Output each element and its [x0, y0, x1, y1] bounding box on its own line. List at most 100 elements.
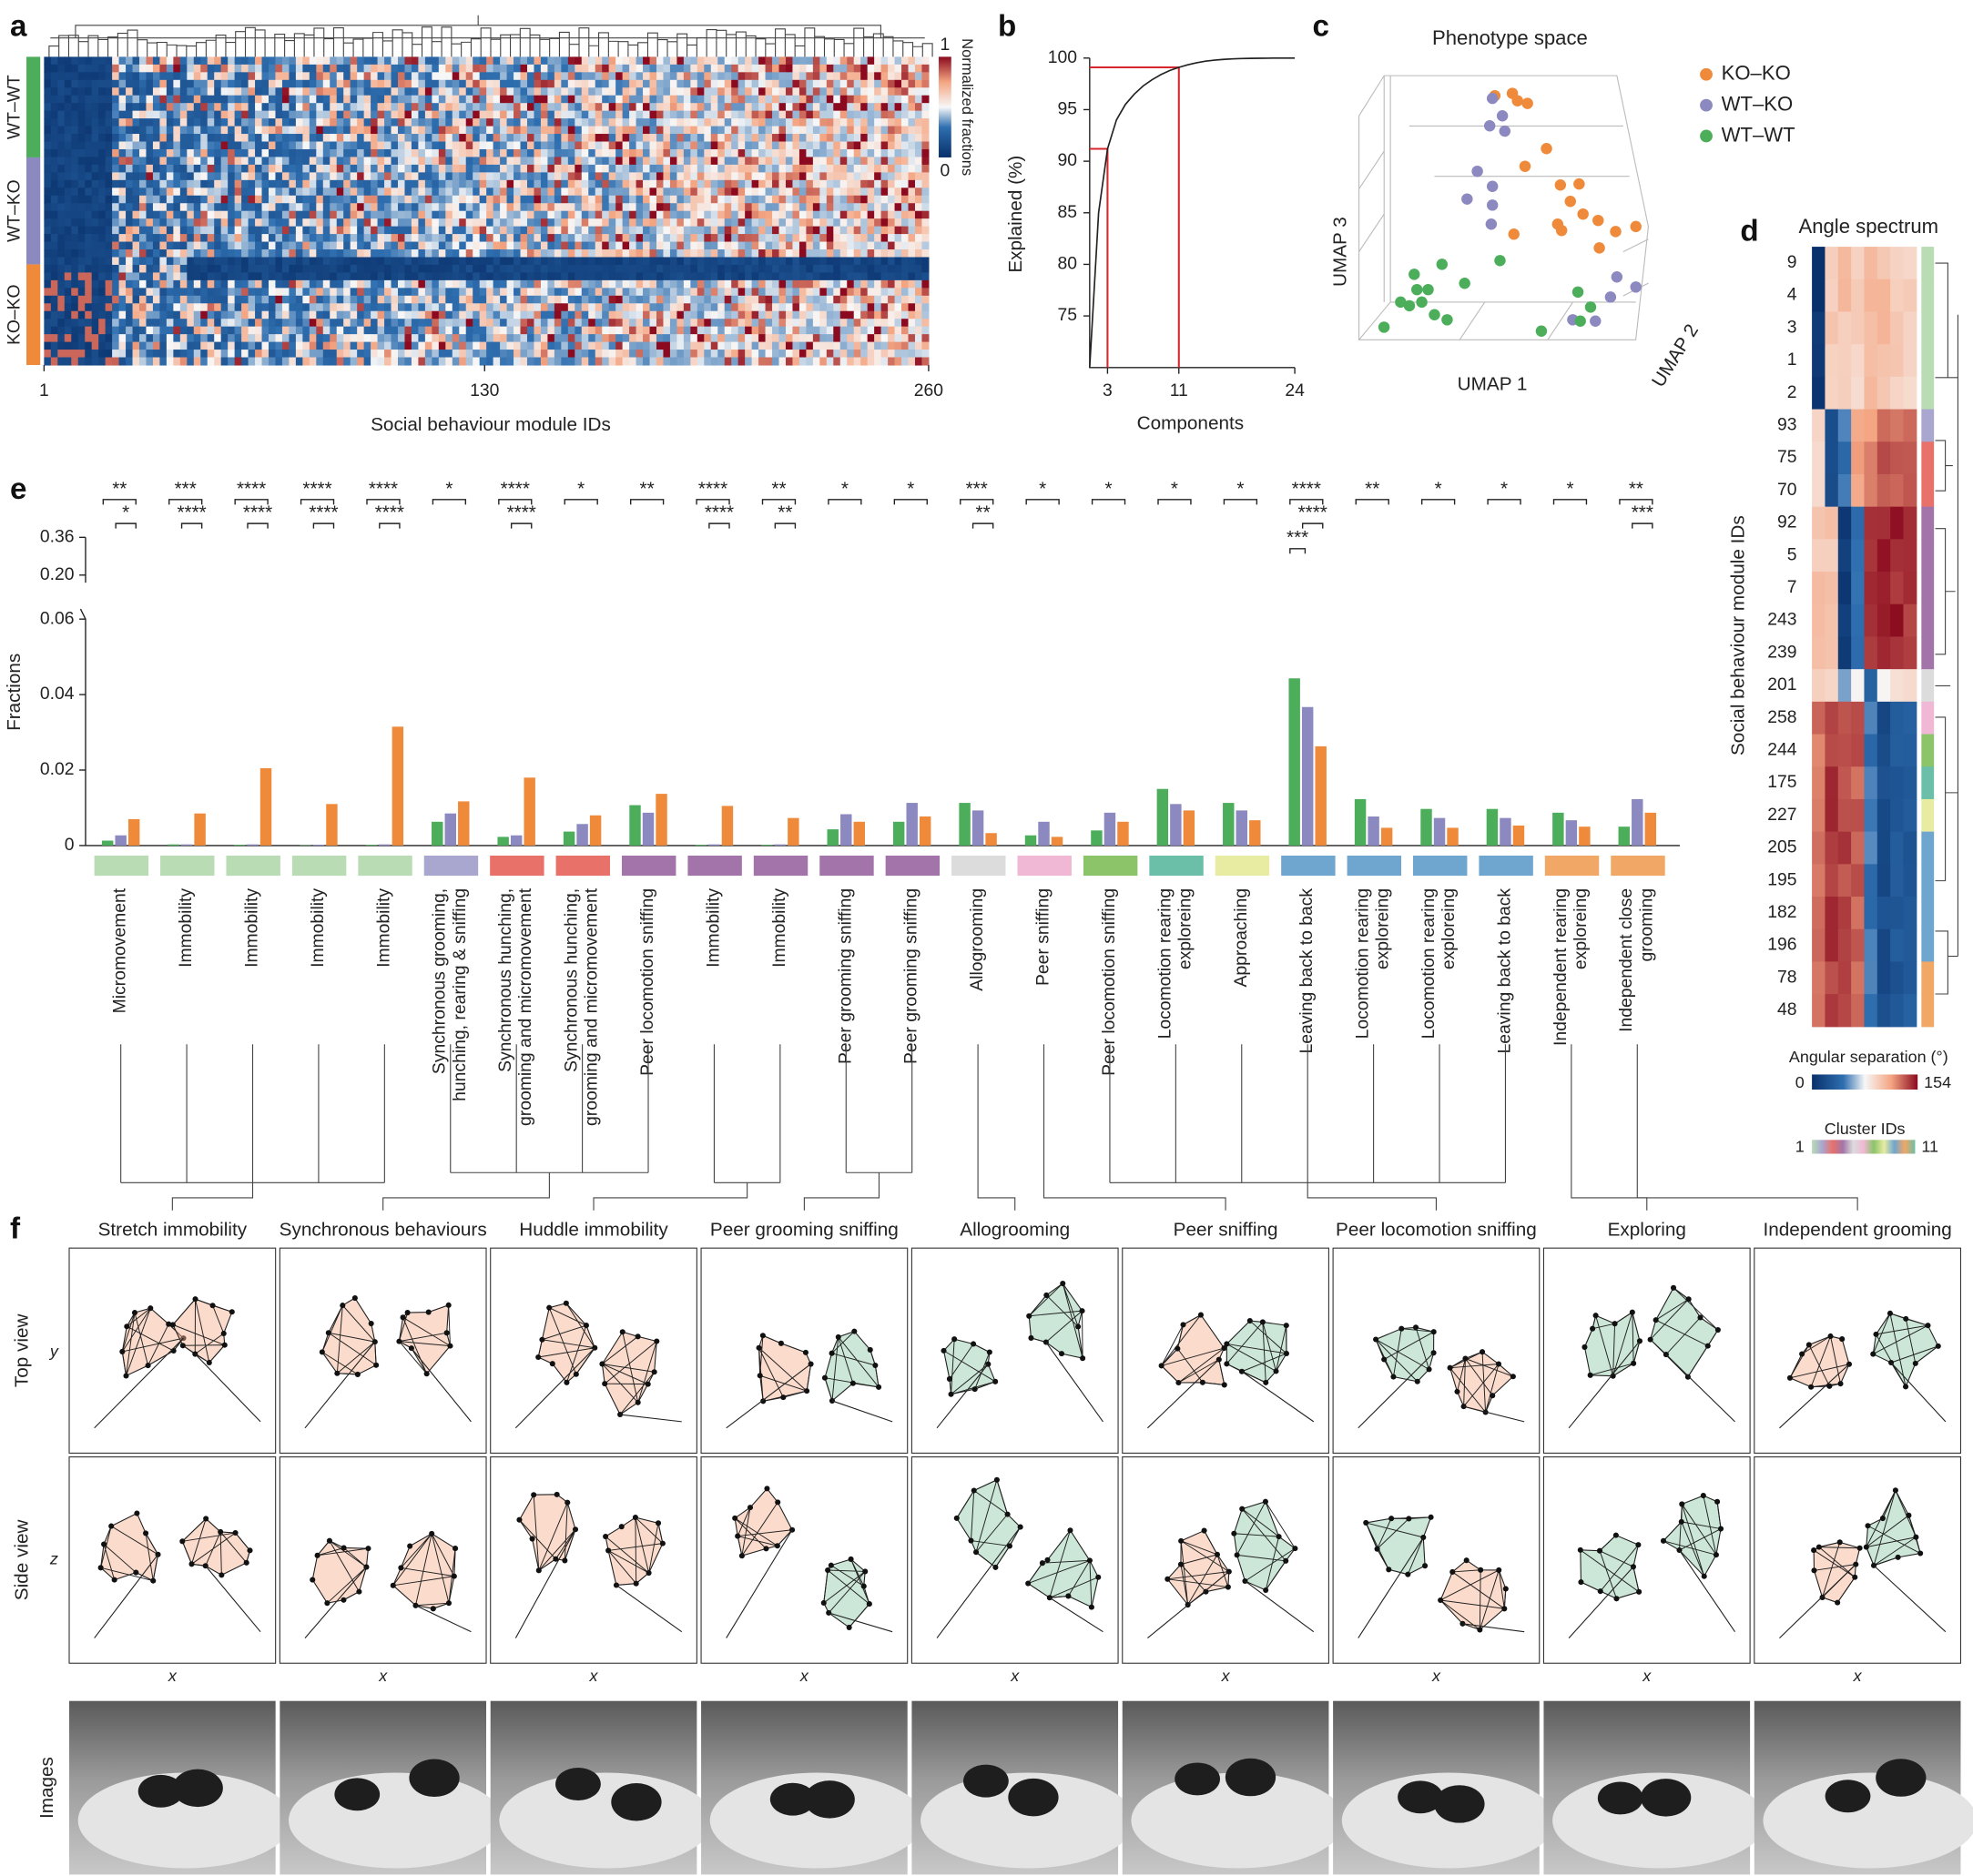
heatmap-cell: [479, 157, 487, 166]
heatmap-cell: [860, 264, 869, 273]
heatmap-cell: [506, 310, 514, 319]
heatmap-cell: [894, 188, 902, 197]
heatmap-cell: [772, 241, 780, 250]
heatmap-cell: [581, 164, 589, 173]
heatmap-cell: [132, 164, 140, 173]
heatmap-cell: [330, 134, 338, 143]
heatmap-cell: [888, 103, 896, 112]
heatmap-cell: [71, 257, 79, 266]
heatmap-cell: [316, 56, 324, 66]
heatmap-cell: [908, 279, 916, 289]
heatmap-cell: [847, 126, 855, 135]
heatmap-cell: [636, 157, 644, 166]
heatmap-cell: [214, 118, 222, 127]
heatmap-cell: [772, 157, 780, 166]
heatmap-cell: [473, 210, 481, 219]
heatmap-cell: [486, 110, 494, 119]
heatmap-cell: [234, 164, 242, 173]
heatmap-cell: [281, 234, 290, 243]
heatmap-cell: [309, 341, 317, 350]
heatmap-cell: [812, 218, 820, 228]
heatmap-cell: [520, 264, 528, 273]
heatmap-cell: [241, 64, 249, 73]
heatmap-cell: [391, 188, 399, 197]
heatmap-cell: [493, 157, 501, 166]
heatmap-cell: [690, 56, 698, 66]
heatmap-cell: [126, 188, 134, 197]
heatmap-cell: [888, 218, 896, 228]
heatmap-cell: [526, 103, 535, 112]
heatmap-cell: [418, 110, 426, 119]
heatmap-cell: [656, 172, 665, 181]
heatmap-cell: [853, 179, 861, 188]
heatmap-cell: [874, 195, 882, 204]
heatmap-cell: [57, 210, 66, 219]
heatmap-cell: [384, 303, 392, 312]
heatmap-cell: [64, 241, 72, 250]
heatmap-cell: [132, 110, 140, 119]
heatmap-cell: [57, 79, 66, 88]
heatmap-cell: [745, 141, 753, 150]
heatmap-cell: [64, 72, 72, 81]
heatmap-cell: [663, 257, 671, 266]
heatmap-cell: [411, 126, 419, 135]
heatmap-cell: [649, 319, 657, 328]
heatmap-cell: [608, 218, 616, 228]
heatmap-cell: [330, 310, 338, 319]
heatmap-cell: [901, 79, 910, 88]
heatmap-cell: [697, 118, 705, 127]
heatmap-cell: [819, 226, 828, 235]
heatmap-cell: [683, 95, 691, 104]
heatmap-cell: [690, 303, 698, 312]
heatmap-cell: [98, 288, 107, 297]
heatmap-cell: [888, 157, 896, 166]
heatmap-cell: [118, 334, 127, 343]
heatmap-cell: [159, 87, 168, 96]
heatmap-cell: [241, 279, 249, 289]
heatmap-cell: [847, 326, 855, 335]
heatmap-cell: [853, 210, 861, 219]
heatmap-cell: [785, 310, 794, 319]
heatmap-cell: [295, 350, 303, 359]
heatmap-cell: [690, 334, 698, 343]
heatmap-cell: [350, 64, 358, 73]
heatmap-cell: [302, 64, 310, 73]
heatmap-cell: [220, 172, 229, 181]
heatmap-cell: [561, 195, 569, 204]
heatmap-cell: [57, 195, 66, 204]
heatmap-cell: [71, 126, 79, 135]
heatmap-cell: [588, 288, 596, 297]
heatmap-cell: [704, 64, 712, 73]
heatmap-cell: [690, 157, 698, 166]
heatmap-cell: [220, 87, 229, 96]
heatmap-cell: [322, 203, 331, 212]
heatmap-cell: [146, 334, 154, 343]
heatmap-cell: [479, 272, 487, 281]
heatmap-cell: [860, 341, 869, 350]
heatmap-cell: [363, 195, 371, 204]
heatmap-cell: [656, 164, 665, 173]
heatmap-cell: [649, 87, 657, 96]
heatmap-cell: [737, 326, 746, 335]
heatmap-cell: [833, 87, 841, 96]
heatmap-cell: [669, 234, 677, 243]
heatmap-cell: [745, 72, 753, 81]
heatmap-cell: [152, 288, 160, 297]
heatmap-cell: [85, 148, 93, 157]
heatmap-cell: [622, 134, 630, 143]
heatmap-cell: [908, 164, 916, 173]
heatmap-cell: [778, 326, 787, 335]
heatmap-cell: [57, 203, 66, 212]
heatmap-cell: [289, 272, 297, 281]
heatmap-cell: [894, 79, 902, 88]
heatmap-cell: [438, 257, 446, 266]
heatmap-cell: [812, 126, 820, 135]
heatmap-cell: [91, 72, 99, 81]
heatmap-cell: [179, 295, 188, 304]
heatmap-cell: [57, 257, 66, 266]
heatmap-cell: [622, 303, 630, 312]
heatmap-cell: [289, 72, 297, 81]
heatmap-cell: [71, 295, 79, 304]
heatmap-cell: [316, 164, 324, 173]
heatmap-cell: [418, 188, 426, 197]
